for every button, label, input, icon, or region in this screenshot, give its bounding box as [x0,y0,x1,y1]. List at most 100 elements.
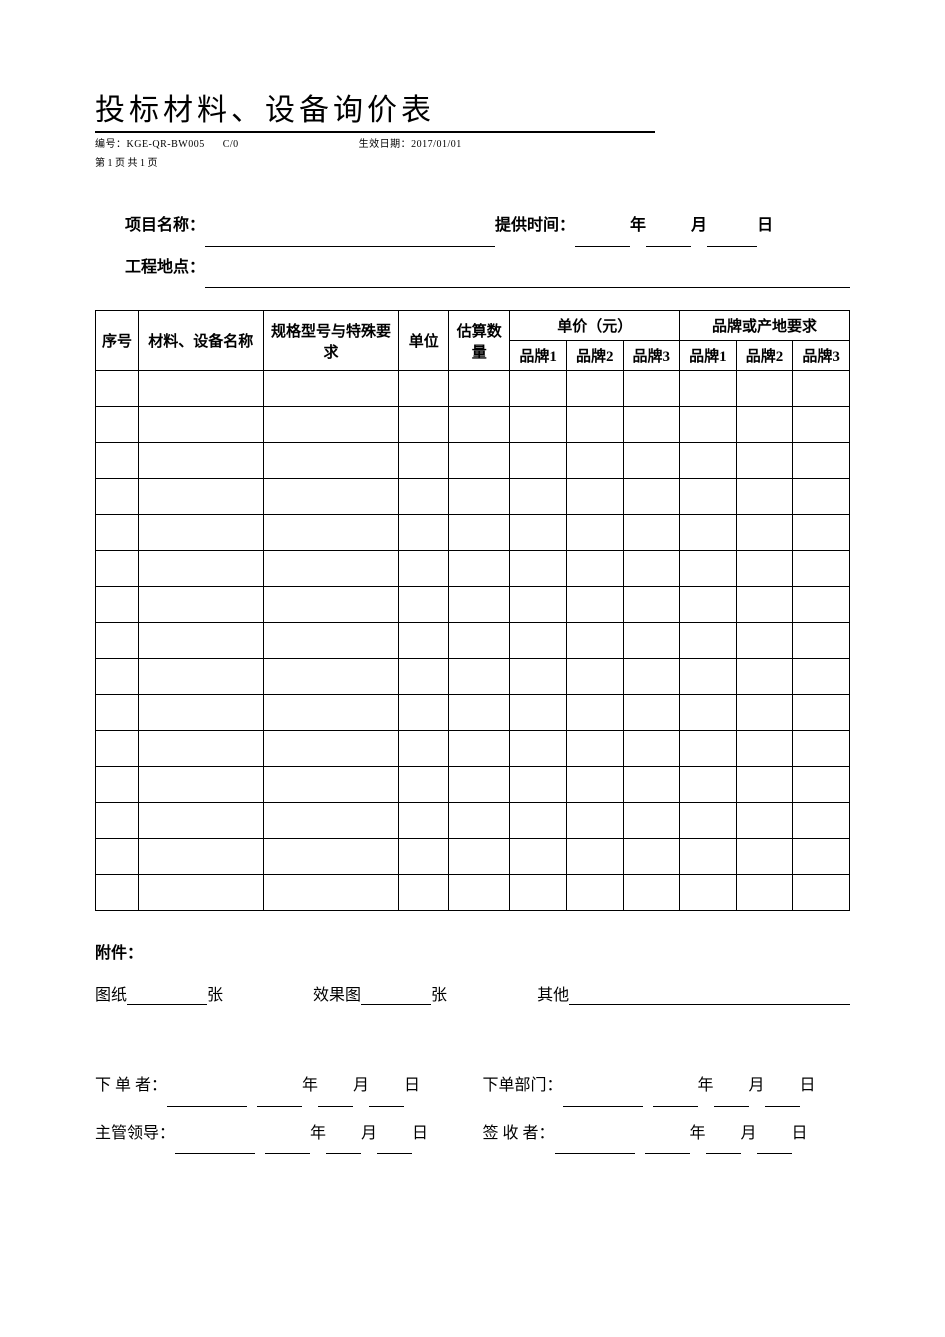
table-cell[interactable] [399,839,449,875]
table-cell[interactable] [623,659,680,695]
table-cell[interactable] [96,803,139,839]
table-cell[interactable] [736,515,793,551]
table-cell[interactable] [680,407,737,443]
other-field[interactable] [569,985,850,1005]
dept-day-field[interactable] [765,1087,800,1107]
table-cell[interactable] [736,479,793,515]
table-cell[interactable] [793,479,850,515]
table-cell[interactable] [96,767,139,803]
table-cell[interactable] [566,443,623,479]
orderer-year-field[interactable] [257,1087,302,1107]
table-cell[interactable] [623,731,680,767]
table-cell[interactable] [510,515,567,551]
table-cell[interactable] [139,839,264,875]
table-cell[interactable] [510,875,567,911]
table-cell[interactable] [736,443,793,479]
table-cell[interactable] [566,839,623,875]
table-cell[interactable] [510,695,567,731]
table-cell[interactable] [139,443,264,479]
drawing-field[interactable] [127,985,207,1005]
table-cell[interactable] [510,623,567,659]
table-cell[interactable] [263,407,399,443]
table-cell[interactable] [566,587,623,623]
table-cell[interactable] [399,695,449,731]
table-cell[interactable] [449,515,510,551]
table-cell[interactable] [449,479,510,515]
table-cell[interactable] [449,803,510,839]
table-cell[interactable] [736,551,793,587]
table-cell[interactable] [736,407,793,443]
table-cell[interactable] [510,587,567,623]
table-cell[interactable] [510,443,567,479]
table-cell[interactable] [510,407,567,443]
table-cell[interactable] [399,731,449,767]
table-cell[interactable] [623,443,680,479]
table-cell[interactable] [96,731,139,767]
table-cell[interactable] [736,587,793,623]
table-cell[interactable] [566,515,623,551]
table-cell[interactable] [680,803,737,839]
table-cell[interactable] [623,875,680,911]
table-cell[interactable] [736,623,793,659]
dept-month-field[interactable] [714,1087,749,1107]
table-cell[interactable] [510,803,567,839]
table-cell[interactable] [399,875,449,911]
table-cell[interactable] [449,767,510,803]
table-cell[interactable] [793,731,850,767]
table-cell[interactable] [680,371,737,407]
table-cell[interactable] [793,659,850,695]
table-cell[interactable] [680,767,737,803]
leader-month-field[interactable] [326,1134,361,1154]
table-cell[interactable] [96,695,139,731]
table-cell[interactable] [736,659,793,695]
table-cell[interactable] [566,803,623,839]
table-cell[interactable] [510,659,567,695]
table-cell[interactable] [623,767,680,803]
table-cell[interactable] [139,875,264,911]
table-cell[interactable] [793,839,850,875]
table-cell[interactable] [793,371,850,407]
table-cell[interactable] [623,803,680,839]
table-cell[interactable] [566,731,623,767]
table-cell[interactable] [263,551,399,587]
table-cell[interactable] [623,479,680,515]
table-cell[interactable] [680,551,737,587]
table-cell[interactable] [96,623,139,659]
table-cell[interactable] [449,731,510,767]
table-cell[interactable] [680,659,737,695]
table-cell[interactable] [793,443,850,479]
table-cell[interactable] [263,839,399,875]
table-cell[interactable] [680,479,737,515]
table-cell[interactable] [96,875,139,911]
table-cell[interactable] [566,659,623,695]
table-cell[interactable] [263,767,399,803]
table-cell[interactable] [623,551,680,587]
table-cell[interactable] [139,515,264,551]
table-cell[interactable] [623,623,680,659]
day-field[interactable] [707,227,757,247]
table-cell[interactable] [680,587,737,623]
table-cell[interactable] [793,587,850,623]
table-cell[interactable] [680,695,737,731]
table-cell[interactable] [449,587,510,623]
orderer-field[interactable] [167,1087,247,1107]
table-cell[interactable] [510,479,567,515]
table-cell[interactable] [139,587,264,623]
table-cell[interactable] [449,695,510,731]
render-field[interactable] [361,985,431,1005]
table-cell[interactable] [139,551,264,587]
table-cell[interactable] [623,371,680,407]
location-field[interactable] [205,268,850,288]
receiver-month-field[interactable] [706,1134,741,1154]
table-cell[interactable] [793,551,850,587]
table-cell[interactable] [736,695,793,731]
table-cell[interactable] [399,515,449,551]
table-cell[interactable] [139,767,264,803]
table-cell[interactable] [96,551,139,587]
table-cell[interactable] [566,371,623,407]
table-cell[interactable] [623,839,680,875]
table-cell[interactable] [139,479,264,515]
dept-year-field[interactable] [653,1087,698,1107]
dept-field[interactable] [563,1087,643,1107]
table-cell[interactable] [449,551,510,587]
